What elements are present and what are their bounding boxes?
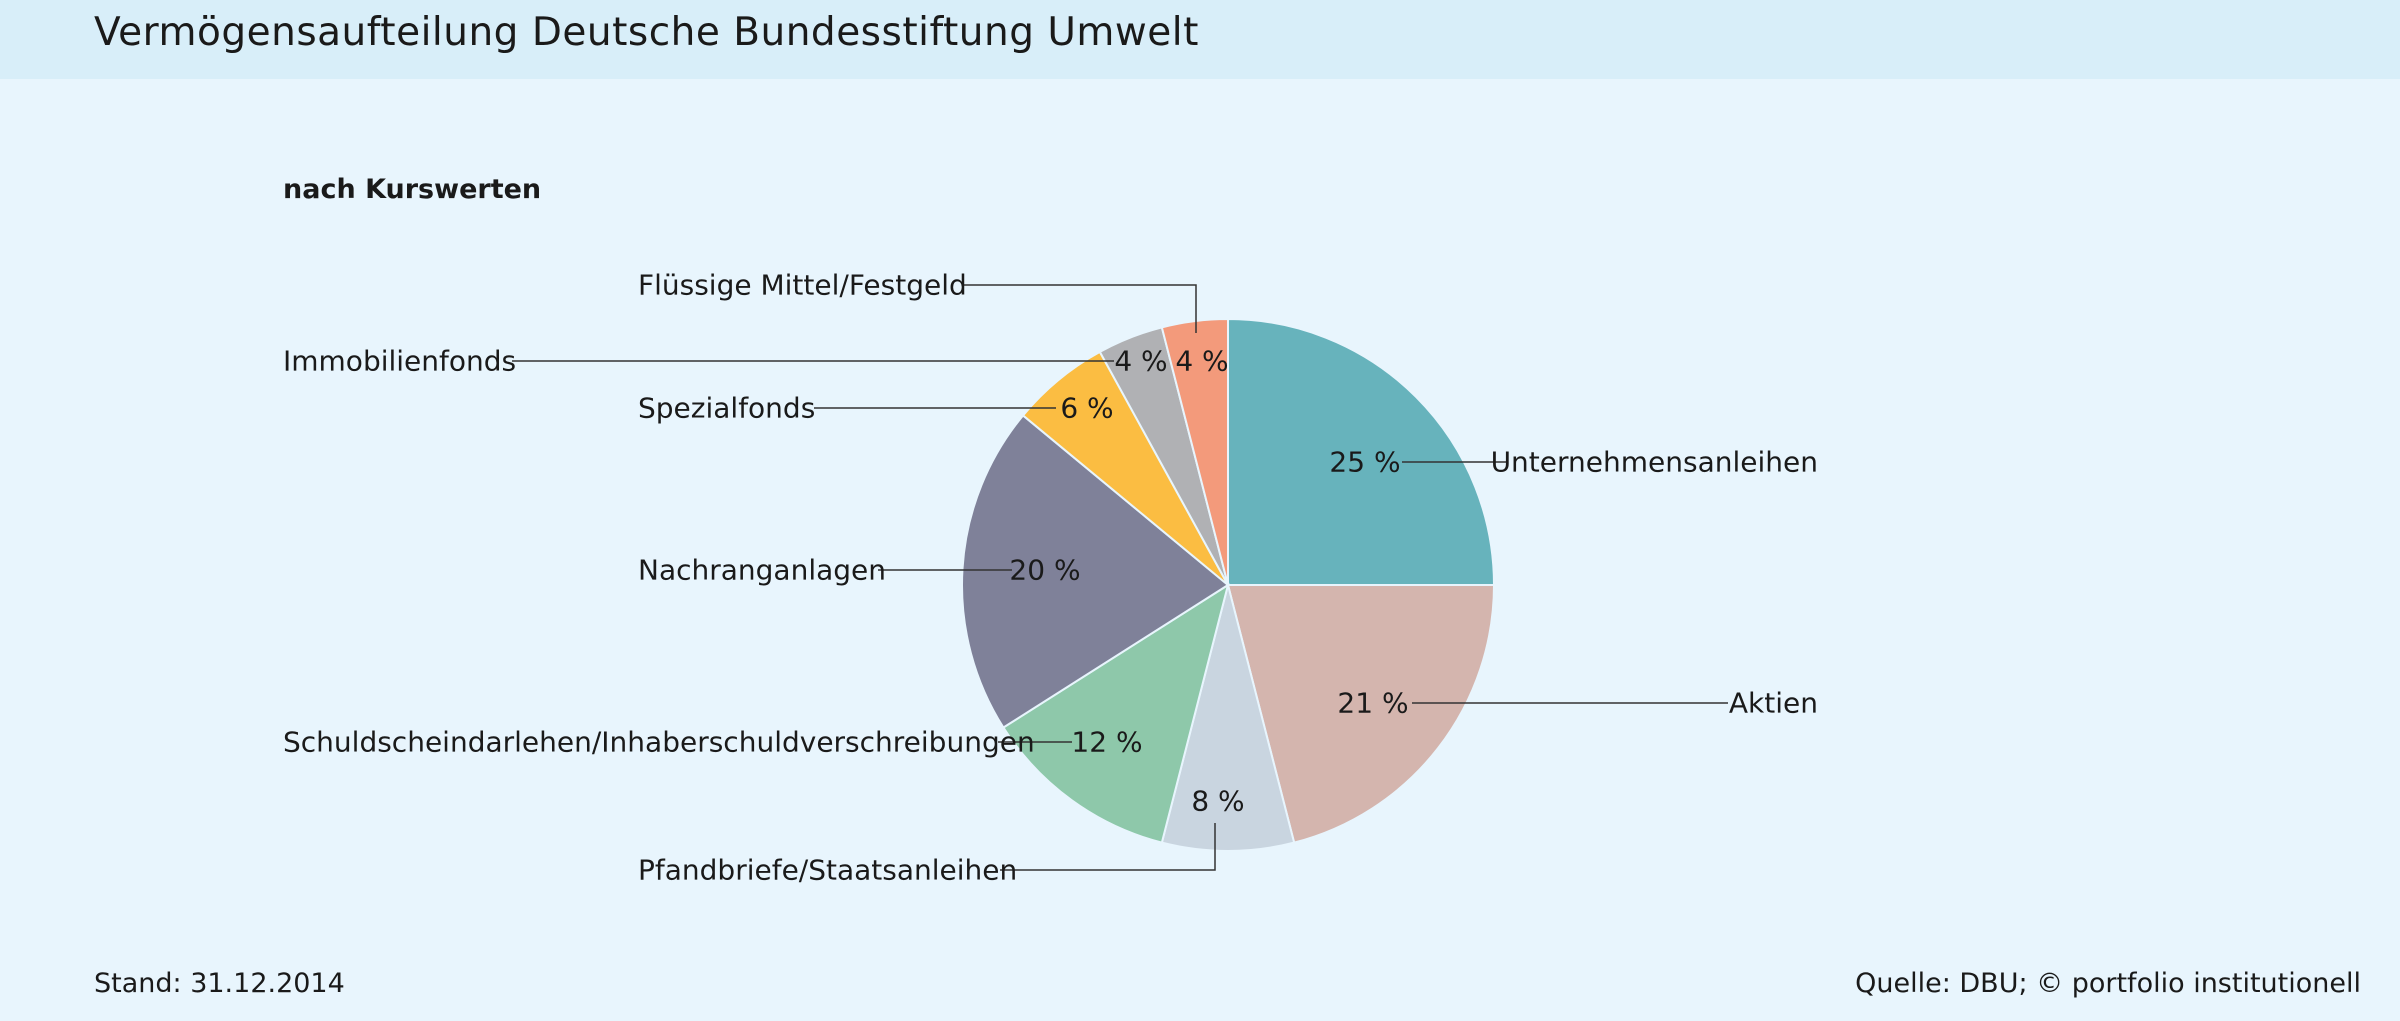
pct-label-pfandbriefe-staatsanleihen: 8 % [1191, 785, 1244, 818]
category-label-immobilienfonds: Immobilienfonds [283, 345, 516, 378]
chart-title: Vermögensaufteilung Deutsche Bundesstift… [94, 10, 1199, 55]
pct-label-spezialfonds: 6 % [1060, 392, 1113, 425]
pct-label-fluessige-mittel-festgeld: 4 % [1175, 345, 1228, 378]
pie-slice-fluessige-mittel-festgeld [1160, 317, 1229, 586]
pie-slice-aktien [1226, 584, 1496, 844]
header-bar [0, 0, 2400, 79]
category-label-unternehmensanleihen: Unternehmensanleihen [1491, 446, 1818, 479]
category-label-fluessige-mittel-festgeld: Flüssige Mittel/Festgeld [638, 269, 967, 302]
category-label-pfandbriefe-staatsanleihen: Pfandbriefe/Staatsanleihen [638, 854, 1017, 887]
pie-slice-unternehmensanleihen [1227, 317, 1496, 586]
pie-slice-nachranganlagen [961, 414, 1230, 729]
pie-slice-pfandbriefe-staatsanleihen [1160, 584, 1296, 852]
slice-labels: 25 % Unternehmensanleihen 21 % Aktien 8 % Pfa… [283, 269, 1818, 887]
category-label-schuldscheindarlehen-inhaberschuldverschreibungen: Schuldscheindarlehen/Inhaberschuldversch… [283, 726, 1035, 759]
pct-label-unternehmensanleihen: 25 % [1329, 446, 1400, 479]
chart-subtitle: nach Kurswerten [283, 174, 542, 205]
footer-date: Stand: 31.12.2014 [94, 968, 345, 999]
leader-line-pfandbriefe-staatsanleihen [1000, 823, 1216, 871]
category-label-aktien: Aktien [1729, 687, 1818, 720]
pie-slice-schuldscheindarlehen-inhaberschuldverschreibungen [1002, 582, 1230, 844]
leader-lines [512, 284, 1728, 871]
footer-source: Quelle: DBU; © portfolio institutionell [1855, 968, 2361, 999]
category-label-spezialfonds: Spezialfonds [638, 392, 815, 425]
leader-line-fluessige-mittel-festgeld [963, 284, 1197, 333]
pct-label-nachranganlagen: 20 % [1009, 554, 1080, 587]
pct-label-schuldscheindarlehen-inhaberschuldverschreibungen: 12 % [1071, 726, 1142, 759]
pct-label-aktien: 21 % [1337, 687, 1408, 720]
pct-label-immobilienfonds: 4 % [1114, 345, 1167, 378]
category-label-nachranganlagen: Nachranganlagen [638, 554, 886, 587]
pie-slices [961, 317, 1496, 852]
